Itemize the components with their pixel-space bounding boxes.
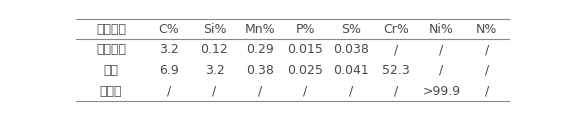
Text: Ni%: Ni% (429, 23, 454, 36)
Text: 0.025: 0.025 (287, 64, 323, 77)
Text: /: / (348, 84, 353, 97)
Text: /: / (258, 84, 262, 97)
Text: Mn%: Mn% (244, 23, 275, 36)
Text: /: / (485, 64, 489, 77)
Text: 铬铁: 铬铁 (103, 64, 119, 77)
Text: 脱磷铁水: 脱磷铁水 (96, 43, 126, 56)
Text: N%: N% (476, 23, 497, 36)
Text: /: / (167, 84, 171, 97)
Text: 电解镍: 电解镍 (100, 84, 122, 97)
Text: /: / (303, 84, 307, 97)
Text: 0.12: 0.12 (200, 43, 228, 56)
Text: 0.38: 0.38 (246, 64, 274, 77)
Text: 3.2: 3.2 (204, 64, 224, 77)
Text: >99.9: >99.9 (423, 84, 460, 97)
Text: S%: S% (341, 23, 361, 36)
Text: 0.041: 0.041 (333, 64, 368, 77)
Text: /: / (485, 84, 489, 97)
Text: Si%: Si% (203, 23, 226, 36)
Text: /: / (394, 43, 398, 56)
Text: 0.038: 0.038 (333, 43, 368, 56)
Text: 3.2: 3.2 (159, 43, 179, 56)
Text: 0.29: 0.29 (246, 43, 274, 56)
Text: C%: C% (159, 23, 179, 36)
Text: 0.015: 0.015 (287, 43, 323, 56)
Text: P%: P% (296, 23, 315, 36)
Text: /: / (439, 43, 444, 56)
Text: 6.9: 6.9 (159, 64, 179, 77)
Text: Cr%: Cr% (383, 23, 409, 36)
Text: 52.3: 52.3 (382, 64, 410, 77)
Text: /: / (439, 64, 444, 77)
Text: /: / (394, 84, 398, 97)
Text: /: / (485, 43, 489, 56)
Text: /: / (212, 84, 216, 97)
Text: 物料类别: 物料类别 (96, 23, 126, 36)
